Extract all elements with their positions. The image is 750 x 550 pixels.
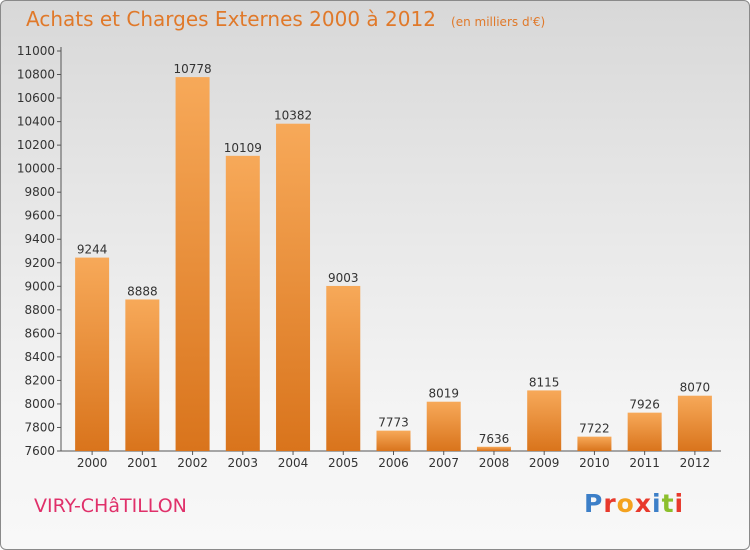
bar-value-label: 7773 bbox=[378, 416, 409, 430]
y-tick-label: 9400 bbox=[24, 232, 55, 246]
bar-value-label: 10382 bbox=[274, 109, 312, 123]
bar-value-label: 9244 bbox=[77, 243, 108, 257]
logo-letter: x bbox=[634, 489, 652, 518]
y-tick-label: 8400 bbox=[24, 350, 55, 364]
y-tick-label: 7600 bbox=[24, 444, 55, 458]
y-tick-label: 9600 bbox=[24, 209, 55, 223]
bar bbox=[577, 436, 612, 451]
y-tick-label: 8200 bbox=[24, 373, 55, 387]
y-tick-label: 9000 bbox=[24, 279, 55, 293]
bar-value-label: 8888 bbox=[127, 284, 158, 298]
logo-letter: r bbox=[603, 489, 617, 518]
y-tick-label: 10800 bbox=[17, 68, 55, 82]
y-tick-label: 10000 bbox=[17, 162, 55, 176]
y-tick-label: 10400 bbox=[17, 115, 55, 129]
bar bbox=[175, 77, 210, 451]
bar-value-label: 8115 bbox=[529, 375, 560, 389]
logo-letter: i bbox=[674, 489, 685, 518]
bar bbox=[476, 446, 511, 451]
bar bbox=[75, 257, 110, 451]
y-tick-label: 9800 bbox=[24, 185, 55, 199]
y-tick-label: 7800 bbox=[24, 420, 55, 434]
chart-subtitle: (en milliers d'€) bbox=[451, 15, 546, 29]
bar bbox=[225, 155, 260, 451]
x-tick-label: 2011 bbox=[629, 456, 660, 470]
bar bbox=[627, 412, 662, 451]
chart-header: Achats et Charges Externes 2000 à 2012 (… bbox=[26, 7, 545, 31]
y-tick-label: 8600 bbox=[24, 326, 55, 340]
x-tick-label: 2010 bbox=[579, 456, 610, 470]
bar bbox=[326, 285, 361, 451]
chart-title: Achats et Charges Externes 2000 à 2012 bbox=[26, 7, 436, 31]
proxiti-logo: Proxiti bbox=[584, 489, 684, 518]
bar-value-label: 9003 bbox=[328, 271, 359, 285]
x-tick-label: 2009 bbox=[529, 456, 560, 470]
x-tick-label: 2001 bbox=[127, 456, 158, 470]
x-tick-label: 2006 bbox=[378, 456, 409, 470]
logo-letter: t bbox=[661, 489, 675, 518]
logo-letter: o bbox=[616, 489, 635, 518]
y-tick-label: 11000 bbox=[17, 44, 55, 58]
y-tick-label: 10600 bbox=[17, 91, 55, 105]
y-tick-label: 8800 bbox=[24, 303, 55, 317]
bar-value-label: 7722 bbox=[579, 422, 610, 436]
bar-value-label: 7636 bbox=[479, 432, 510, 446]
x-tick-label: 2002 bbox=[177, 456, 208, 470]
x-tick-label: 2003 bbox=[228, 456, 259, 470]
x-tick-label: 2004 bbox=[278, 456, 309, 470]
bar bbox=[677, 395, 712, 451]
bar-value-label: 8019 bbox=[428, 387, 459, 401]
y-tick-label: 8000 bbox=[24, 397, 55, 411]
x-tick-label: 2007 bbox=[428, 456, 459, 470]
y-tick-label: 10200 bbox=[17, 138, 55, 152]
x-tick-label: 2008 bbox=[479, 456, 510, 470]
bar-value-label: 10109 bbox=[224, 141, 262, 155]
x-tick-label: 2012 bbox=[680, 456, 711, 470]
city-name: VIRY-CHâTILLON bbox=[34, 495, 187, 517]
bar bbox=[125, 299, 160, 451]
bar bbox=[276, 123, 311, 452]
bar-value-label: 7926 bbox=[629, 398, 660, 412]
x-tick-label: 2000 bbox=[77, 456, 108, 470]
logo-letter: P bbox=[584, 489, 604, 518]
x-tick-label: 2005 bbox=[328, 456, 359, 470]
logo-letter: i bbox=[652, 489, 662, 518]
bar bbox=[376, 430, 411, 451]
y-tick-label: 9200 bbox=[24, 256, 55, 270]
bar-value-label: 8070 bbox=[680, 381, 711, 395]
bar bbox=[527, 390, 562, 451]
bar-value-label: 10778 bbox=[173, 62, 211, 76]
bar bbox=[426, 401, 461, 451]
